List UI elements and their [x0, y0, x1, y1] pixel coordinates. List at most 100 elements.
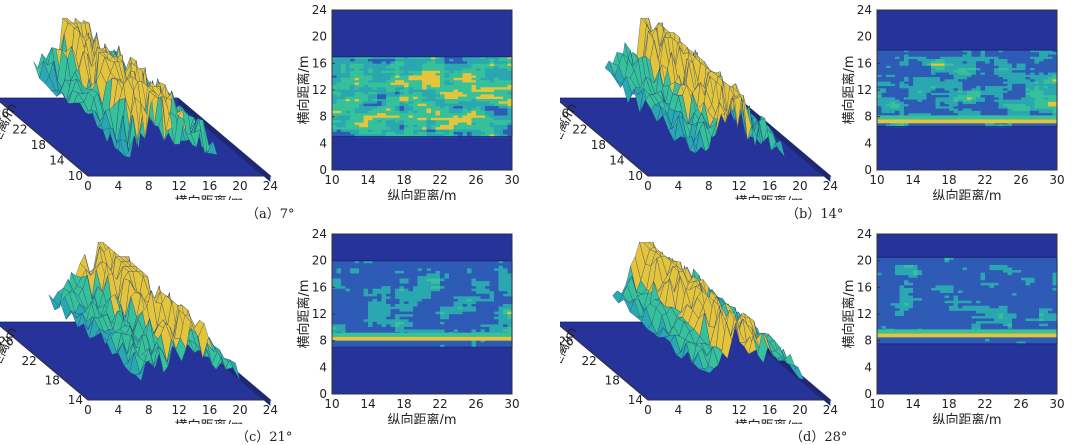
contour-cell	[341, 273, 347, 277]
contour-cell	[431, 77, 437, 81]
contour-cell	[881, 83, 887, 87]
contour-cell	[341, 115, 347, 119]
contour-cell	[332, 134, 338, 138]
contour-cell	[422, 293, 428, 297]
contour-cell	[359, 281, 365, 285]
contour-cell	[386, 268, 392, 272]
contour-cell	[913, 101, 919, 105]
contour-cell	[985, 83, 991, 87]
contour-cell	[395, 122, 401, 126]
contour-cell	[336, 113, 342, 117]
contour-cell	[350, 87, 356, 91]
contour-cell	[1030, 72, 1036, 76]
contour-cell	[471, 275, 477, 280]
contour-cell	[471, 321, 477, 325]
contour-cell	[332, 80, 338, 84]
contour-cell	[471, 131, 477, 135]
contour-cell	[399, 61, 405, 65]
contour-cell	[354, 122, 360, 126]
contour-cell	[476, 70, 482, 74]
contour-cell	[350, 113, 356, 117]
contour-cell	[1003, 97, 1009, 101]
contour-cell	[913, 56, 919, 60]
contour-cell	[976, 54, 982, 58]
contour-cell	[444, 311, 450, 315]
contour-cell	[485, 311, 491, 315]
contour-cell	[895, 74, 901, 78]
contour-cell	[435, 56, 441, 60]
x-tick-label: 0	[644, 179, 652, 193]
contour-cell	[904, 79, 910, 83]
x-tick-label: 12	[172, 403, 187, 417]
contour-cell	[462, 304, 468, 308]
contour-cell	[480, 286, 486, 290]
contour-cell	[498, 298, 504, 303]
contour-cell	[453, 278, 459, 282]
contour-cell	[354, 311, 360, 315]
contour-cell	[904, 108, 910, 112]
contour-cell	[498, 75, 504, 79]
contour-cell	[467, 80, 473, 84]
contour-cell	[881, 97, 887, 101]
contour-cell	[440, 115, 446, 119]
contour-cell	[507, 117, 513, 121]
contour-cell	[363, 63, 369, 67]
contour-cell	[922, 90, 928, 94]
contour-cell	[1012, 95, 1018, 98]
contour-cell	[886, 113, 892, 116]
contour-cell	[435, 298, 441, 303]
contour-cell	[458, 80, 464, 84]
contour-cell	[958, 95, 964, 98]
contour-cell	[480, 99, 486, 102]
contour-cell	[350, 268, 356, 272]
contour-cell	[890, 52, 896, 56]
contour-cell	[958, 56, 964, 60]
contour-cell	[336, 68, 342, 72]
contour-cell	[503, 319, 509, 323]
contour-cell	[413, 281, 419, 285]
contour-cell	[462, 319, 468, 323]
contour-cell	[962, 108, 968, 112]
contour-cell	[390, 73, 396, 77]
contour-cell	[489, 68, 495, 72]
contour-cell	[417, 283, 423, 287]
contour-cell	[381, 91, 387, 95]
contour-cell	[462, 321, 468, 325]
contour-cell	[426, 265, 432, 269]
contour-cell	[976, 72, 982, 76]
contour-cell	[1039, 59, 1045, 62]
contour-cell	[395, 324, 401, 328]
contour-cell	[332, 82, 338, 86]
contour-cell	[1003, 99, 1009, 103]
contour-cell	[399, 296, 405, 300]
contour-cell	[440, 120, 446, 124]
contour-cell	[1030, 124, 1036, 128]
contour-cell	[503, 306, 509, 310]
contour-cell	[413, 263, 419, 267]
contour-cell	[881, 70, 887, 74]
contour-cell	[1003, 56, 1009, 60]
contour-cell	[922, 101, 928, 105]
contour-cell	[381, 124, 387, 128]
contour-cell	[422, 122, 428, 126]
contour-cell	[440, 311, 446, 315]
contour-cell	[422, 273, 428, 277]
contour-cell	[1007, 97, 1013, 101]
contour-cell	[341, 101, 347, 105]
contour-cell	[998, 88, 1004, 92]
contour-cell	[413, 110, 419, 114]
contour-cell	[480, 260, 486, 264]
contour-cell	[471, 273, 477, 277]
contour-cell	[422, 288, 428, 292]
contour-cell	[962, 61, 968, 65]
contour-cell	[462, 82, 468, 86]
contour-cell	[489, 278, 495, 282]
contour-cell	[345, 127, 351, 131]
contour-cell	[886, 70, 892, 74]
contour-cell	[399, 89, 405, 93]
contour-cell	[417, 309, 423, 313]
contour-cell	[1007, 59, 1013, 62]
contour-cell	[1048, 101, 1054, 105]
contour-cell	[1048, 65, 1054, 69]
contour-cell	[449, 82, 455, 86]
